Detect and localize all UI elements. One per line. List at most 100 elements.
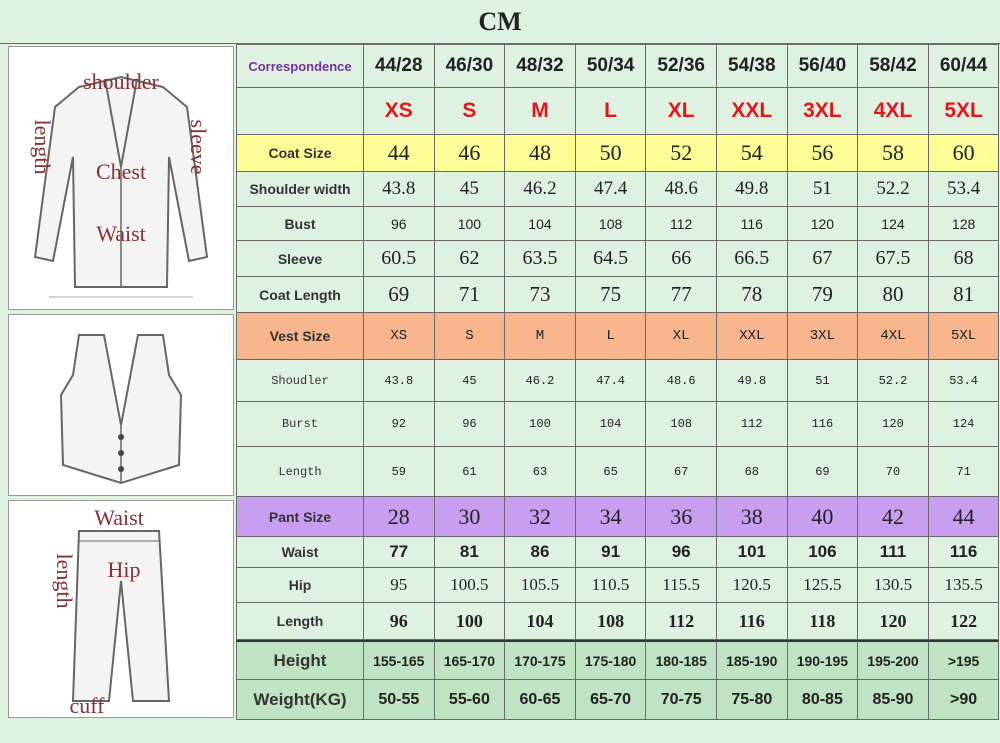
row-label: Bust bbox=[236, 207, 364, 241]
table-value: 44 bbox=[928, 497, 1000, 537]
table-value: 66.5 bbox=[717, 241, 788, 277]
coat-label: length bbox=[30, 120, 55, 175]
column-header: 52/36 bbox=[646, 44, 717, 88]
column-header: 44/28 bbox=[364, 44, 435, 88]
table-value: 195-200 bbox=[858, 640, 929, 680]
table-value: 92 bbox=[364, 402, 435, 447]
table-value: 65 bbox=[575, 447, 647, 497]
table-value: 120.5 bbox=[717, 568, 788, 603]
table-value: S bbox=[434, 313, 506, 360]
table-value: 65-70 bbox=[575, 680, 647, 720]
table-value: 135.5 bbox=[928, 568, 1000, 603]
table-value: 50 bbox=[575, 135, 647, 172]
coat-label: Chest bbox=[96, 159, 146, 184]
table-value: 60-65 bbox=[505, 680, 576, 720]
table-value: 52.2 bbox=[858, 360, 929, 402]
table-value: 100 bbox=[434, 207, 506, 241]
size-letter: 5XL bbox=[928, 88, 1000, 135]
table-value: 46.2 bbox=[505, 360, 576, 402]
pant-panel: Waist length Hip cuff bbox=[8, 500, 234, 718]
size-letter: XL bbox=[646, 88, 717, 135]
table-value: XL bbox=[646, 313, 717, 360]
table-value: 120 bbox=[858, 603, 929, 640]
size-letter: XS bbox=[364, 88, 435, 135]
table-value: 118 bbox=[787, 603, 859, 640]
vest-panel bbox=[8, 314, 234, 496]
row-label: Waist bbox=[236, 537, 364, 568]
table-value: 96 bbox=[364, 603, 435, 640]
coat-panel: shoulder length sleeve Chest Waist bbox=[8, 46, 234, 310]
table-value: 96 bbox=[434, 402, 506, 447]
table-value: 5XL bbox=[928, 313, 1000, 360]
table-value: 101 bbox=[717, 537, 788, 568]
row-label: Length bbox=[236, 447, 364, 497]
table-value: 95 bbox=[364, 568, 435, 603]
table-value: 100 bbox=[434, 603, 506, 640]
size-letter: 3XL bbox=[787, 88, 859, 135]
table-value: 104 bbox=[505, 207, 576, 241]
table-value: 59 bbox=[364, 447, 435, 497]
table-value: 64.5 bbox=[575, 241, 647, 277]
table-value: 32 bbox=[505, 497, 576, 537]
pant-label: length bbox=[52, 554, 77, 609]
table-value: 130.5 bbox=[858, 568, 929, 603]
table-value: 47.4 bbox=[575, 172, 647, 207]
table-value: 104 bbox=[505, 603, 576, 640]
table-value: 3XL bbox=[787, 313, 859, 360]
row-label: Hip bbox=[236, 568, 364, 603]
table-value: 69 bbox=[787, 447, 859, 497]
table-value: 108 bbox=[575, 207, 647, 241]
table-value: 73 bbox=[505, 277, 576, 313]
table-value: 78 bbox=[717, 277, 788, 313]
table-value: 51 bbox=[787, 172, 859, 207]
row-label: Shoudler bbox=[236, 360, 364, 402]
table-value: 155-165 bbox=[364, 640, 435, 680]
table-value: 45 bbox=[434, 172, 506, 207]
table-value: 80 bbox=[858, 277, 929, 313]
table-value: 108 bbox=[646, 402, 717, 447]
row-label: Pant Size bbox=[236, 497, 364, 537]
table-value: 63.5 bbox=[505, 241, 576, 277]
table-value: 48.6 bbox=[646, 172, 717, 207]
column-header: 46/30 bbox=[434, 44, 506, 88]
table-value: 4XL bbox=[858, 313, 929, 360]
table-value: 68 bbox=[928, 241, 1000, 277]
table-value: 96 bbox=[364, 207, 435, 241]
table-value: 60 bbox=[928, 135, 1000, 172]
table-value: 112 bbox=[646, 207, 717, 241]
table-value: 180-185 bbox=[646, 640, 717, 680]
header-label: Correspondence bbox=[236, 44, 364, 88]
pant-diagram: Waist length Hip cuff bbox=[52, 505, 171, 718]
table-value: 67 bbox=[646, 447, 717, 497]
column-header: 60/44 bbox=[928, 44, 1000, 88]
table-value: 51 bbox=[787, 360, 859, 402]
table-value: 85-90 bbox=[858, 680, 929, 720]
table-value: 128 bbox=[928, 207, 1000, 241]
table-value: 48.6 bbox=[646, 360, 717, 402]
table-value: 70 bbox=[858, 447, 929, 497]
table-value: 45 bbox=[434, 360, 506, 402]
row-label: Coat Size bbox=[236, 135, 364, 172]
table-value: 52 bbox=[646, 135, 717, 172]
table-value: 175-180 bbox=[575, 640, 647, 680]
table-value: 81 bbox=[928, 277, 1000, 313]
column-header: 50/34 bbox=[575, 44, 647, 88]
table-value: >90 bbox=[928, 680, 1000, 720]
row-label: Sleeve bbox=[236, 241, 364, 277]
table-value: 96 bbox=[646, 537, 717, 568]
table-value: 106 bbox=[787, 537, 859, 568]
row-label: Vest Size bbox=[236, 313, 364, 360]
table-value: 81 bbox=[434, 537, 506, 568]
table-value: 115.5 bbox=[646, 568, 717, 603]
table-value: 67 bbox=[787, 241, 859, 277]
table-value: 28 bbox=[364, 497, 435, 537]
table-value: 165-170 bbox=[434, 640, 506, 680]
table-value: 34 bbox=[575, 497, 647, 537]
table-value: 170-175 bbox=[505, 640, 576, 680]
table-value: 80-85 bbox=[787, 680, 859, 720]
table-value: 77 bbox=[364, 537, 435, 568]
table-value: 52.2 bbox=[858, 172, 929, 207]
table-value: 125.5 bbox=[787, 568, 859, 603]
table-value: 112 bbox=[717, 402, 788, 447]
row-label: Shoulder width bbox=[236, 172, 364, 207]
